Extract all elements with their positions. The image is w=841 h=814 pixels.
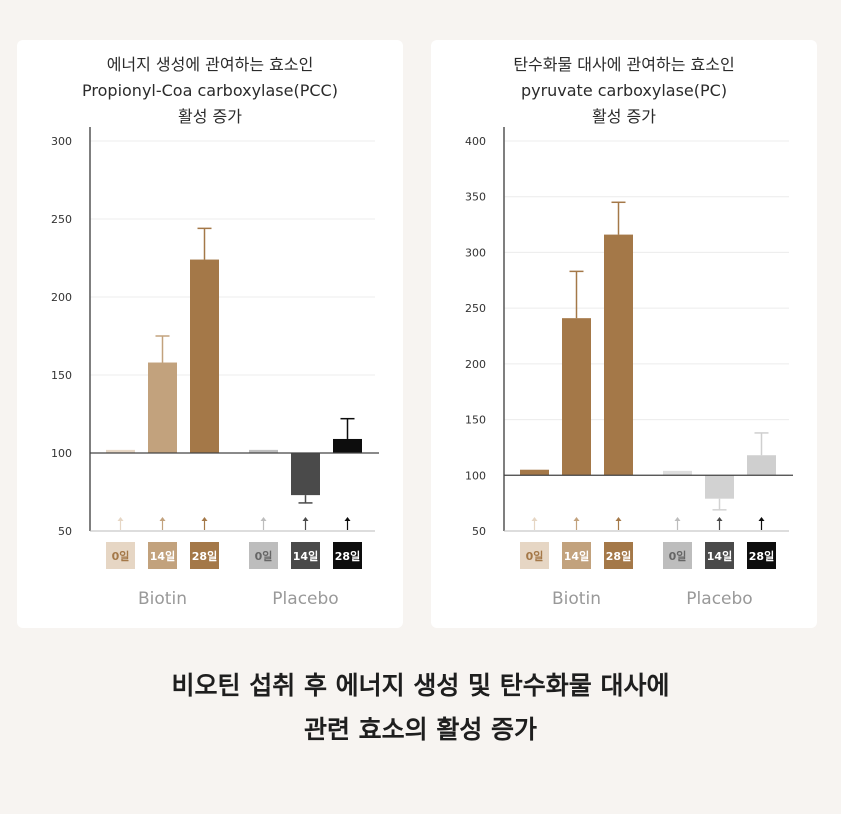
y-tick-label: 150 xyxy=(465,414,486,427)
y-tick-label: 250 xyxy=(51,213,72,226)
chart-title-line-2: pyruvate carboxylase(PC) xyxy=(520,81,728,100)
y-tick-label: 200 xyxy=(465,358,486,371)
y-tick-label: 50 xyxy=(472,525,486,538)
day-label: 14일 xyxy=(707,549,732,563)
bar xyxy=(190,259,219,453)
bar xyxy=(604,234,633,476)
bar xyxy=(520,469,549,476)
group-label: Placebo xyxy=(686,589,752,609)
bar xyxy=(106,449,135,453)
day-label: 14일 xyxy=(564,549,589,563)
day-label: 0일 xyxy=(112,549,130,563)
group-label: Biotin xyxy=(138,589,187,609)
day-label: 14일 xyxy=(150,549,175,563)
day-label: 0일 xyxy=(255,549,273,563)
y-tick-label: 300 xyxy=(51,135,72,148)
caption-line-1: 비오틴 섭취 후 에너지 생성 및 탄수화물 대사에 xyxy=(171,671,670,700)
day-arrow-head xyxy=(260,517,267,521)
bar xyxy=(747,455,776,476)
day-label-box xyxy=(190,542,219,569)
caption: 비오틴 섭취 후 에너지 생성 및 탄수화물 대사에 관련 효소의 활성 증가 xyxy=(0,664,841,752)
bar xyxy=(249,449,278,453)
day-arrow-head xyxy=(302,517,309,521)
day-arrow-head xyxy=(344,517,351,521)
day-label-box xyxy=(747,542,776,569)
bar xyxy=(705,475,734,499)
y-tick-label: 400 xyxy=(465,135,486,148)
y-tick-label: 100 xyxy=(51,447,72,460)
y-tick-label: 50 xyxy=(58,525,72,538)
day-label-box xyxy=(562,542,591,569)
day-label-box xyxy=(663,542,692,569)
y-tick-label: 150 xyxy=(51,369,72,382)
day-label-box xyxy=(333,542,362,569)
chart-plot: 50 100 150 200 250 300 350 400 0일 14일 28일 0일 14일 28일 B… xyxy=(465,127,793,609)
day-label: 0일 xyxy=(526,549,544,563)
caption-line-2: 관련 효소의 활성 증가 xyxy=(303,715,538,744)
chart-title-line-2: Propionyl-Coa carboxylase(PCC) xyxy=(82,81,338,100)
day-label: 28일 xyxy=(335,549,360,563)
day-label-box xyxy=(291,542,320,569)
chart-title-line-1: 에너지 생성에 관여하는 효소인 xyxy=(106,55,314,74)
bar xyxy=(333,438,362,453)
chart-title: 에너지 생성에 관여하는 효소인 Propionyl-Coa carboxyla… xyxy=(17,52,403,130)
group-label: Biotin xyxy=(552,589,601,609)
day-label: 28일 xyxy=(192,549,217,563)
chart-title-line-3: 활성 증가 xyxy=(592,107,656,126)
day-arrow-head xyxy=(531,517,538,521)
day-label: 14일 xyxy=(293,549,318,563)
day-label: 28일 xyxy=(606,549,631,563)
chart-title: 탄수화물 대사에 관여하는 효소인 pyruvate carboxylase(P… xyxy=(431,52,817,130)
y-tick-label: 100 xyxy=(465,469,486,482)
chart-title-line-1: 탄수화물 대사에 관여하는 효소인 xyxy=(513,55,735,74)
day-arrow-head xyxy=(117,517,124,521)
day-arrow-head xyxy=(716,517,723,521)
y-tick-label: 300 xyxy=(465,246,486,259)
chart-panel-pc: 탄수화물 대사에 관여하는 효소인 pyruvate carboxylase(P… xyxy=(431,40,817,628)
day-arrow-head xyxy=(674,517,681,521)
day-label-box xyxy=(604,542,633,569)
bar xyxy=(291,453,320,496)
bar xyxy=(148,362,177,453)
day-label: 0일 xyxy=(669,549,687,563)
day-arrow-head xyxy=(201,517,208,521)
chart-plot: 50 100 150 200 250 300 0일 14일 28일 0일 14일 28일 Biotin P… xyxy=(51,127,379,609)
day-arrow-head xyxy=(159,517,166,521)
bar xyxy=(562,318,591,476)
chart-panel-pcc: 에너지 생성에 관여하는 효소인 Propionyl-Coa carboxyla… xyxy=(17,40,403,628)
y-tick-label: 250 xyxy=(465,302,486,315)
day-label-box xyxy=(106,542,135,569)
day-label-box xyxy=(705,542,734,569)
chart-title-line-3: 활성 증가 xyxy=(178,107,242,126)
day-label-box xyxy=(249,542,278,569)
day-label-box xyxy=(148,542,177,569)
day-arrow-head xyxy=(758,517,765,521)
day-arrow-head xyxy=(573,517,580,521)
day-label: 28일 xyxy=(749,549,774,563)
bar xyxy=(663,470,692,476)
y-tick-label: 350 xyxy=(465,191,486,204)
day-label-box xyxy=(520,542,549,569)
group-label: Placebo xyxy=(272,589,338,609)
y-tick-label: 200 xyxy=(51,291,72,304)
day-arrow-head xyxy=(615,517,622,521)
